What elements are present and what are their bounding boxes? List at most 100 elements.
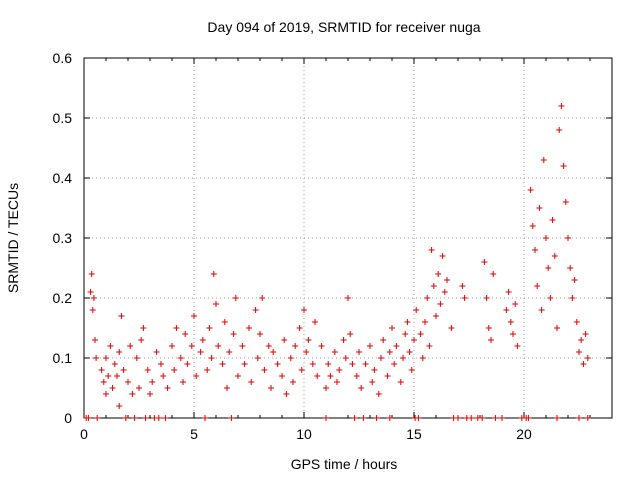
data-point [415, 415, 422, 421]
data-point [89, 307, 96, 313]
data-point [386, 415, 393, 421]
data-point [367, 343, 373, 349]
data-point [391, 361, 398, 367]
data-point [490, 271, 497, 277]
data-point [162, 415, 169, 421]
data-point [556, 127, 563, 133]
data-point [261, 367, 268, 373]
data-point [411, 337, 417, 343]
data-point [345, 295, 351, 301]
data-point [545, 265, 552, 271]
data-point [318, 343, 325, 349]
data-point [312, 319, 318, 325]
data-point [107, 343, 114, 349]
data-point [558, 103, 565, 109]
data-point [254, 355, 261, 361]
data-point [259, 295, 266, 301]
data-point [147, 391, 153, 397]
data-point [199, 337, 206, 343]
data-point [349, 361, 356, 367]
data-point [274, 361, 281, 367]
data-point [193, 373, 200, 379]
y-tick-label: 0.6 [53, 50, 73, 66]
data-point [140, 325, 147, 331]
data-point [290, 379, 296, 385]
data-point [479, 415, 486, 421]
data-point [481, 259, 488, 265]
data-point [327, 373, 334, 379]
data-point [356, 349, 362, 355]
data-point [492, 415, 499, 421]
data-point [182, 331, 189, 337]
data-point [538, 307, 545, 313]
data-point [221, 319, 228, 325]
data-point [257, 331, 263, 337]
data-point [281, 337, 288, 343]
data-point [353, 373, 360, 379]
data-point [208, 355, 215, 361]
data-point [554, 415, 560, 421]
data-point [303, 349, 310, 355]
data-point [184, 361, 191, 367]
data-point [235, 373, 241, 379]
data-point [129, 391, 136, 397]
data-point [507, 319, 514, 325]
data-point [160, 373, 167, 379]
data-point [111, 361, 118, 367]
data-point [358, 385, 365, 391]
y-axis-label: SRMTID / TECUs [5, 183, 21, 293]
data-point [534, 283, 541, 289]
data-point [138, 337, 145, 343]
data-point [529, 223, 536, 229]
data-point [433, 313, 439, 319]
data-point [384, 373, 391, 379]
data-point [584, 415, 591, 421]
data-point [408, 367, 415, 373]
data-point [571, 277, 578, 283]
data-point [270, 349, 277, 355]
data-point [230, 331, 237, 337]
chart-title: Day 094 of 2019, SRMTID for receiver nug… [207, 19, 480, 35]
data-point [173, 325, 180, 331]
data-point [305, 337, 312, 343]
data-point [118, 313, 125, 319]
data-point [188, 343, 195, 349]
data-point [228, 415, 235, 421]
data-point [576, 415, 582, 421]
data-point [373, 415, 380, 421]
data-point [85, 415, 92, 421]
y-tick-label: 0.4 [53, 170, 73, 186]
data-point [455, 415, 461, 421]
data-point [155, 415, 162, 421]
data-point [114, 373, 120, 379]
data-point [584, 355, 591, 361]
data-point [576, 349, 582, 355]
data-point [171, 367, 178, 373]
x-tick-label: 20 [516, 426, 532, 442]
data-point [380, 337, 387, 343]
data-point [532, 247, 538, 253]
data-point [468, 415, 475, 421]
data-point [149, 379, 156, 385]
data-point [153, 349, 160, 355]
x-tick-label: 0 [80, 426, 88, 442]
data-point [573, 319, 580, 325]
data-point [342, 355, 349, 361]
data-point [219, 361, 226, 367]
data-point [325, 361, 332, 367]
x-tick-label: 15 [406, 426, 422, 442]
data-point [430, 283, 437, 289]
data-point [369, 379, 376, 385]
data-point [536, 205, 543, 211]
data-point [547, 295, 554, 301]
data-point [413, 307, 420, 313]
data-point [448, 325, 455, 331]
data-point [296, 325, 303, 331]
data-point [512, 301, 519, 307]
data-point [120, 367, 127, 373]
data-point [241, 361, 248, 367]
data-point [485, 325, 492, 331]
data-point [93, 355, 100, 361]
data-point [226, 349, 233, 355]
